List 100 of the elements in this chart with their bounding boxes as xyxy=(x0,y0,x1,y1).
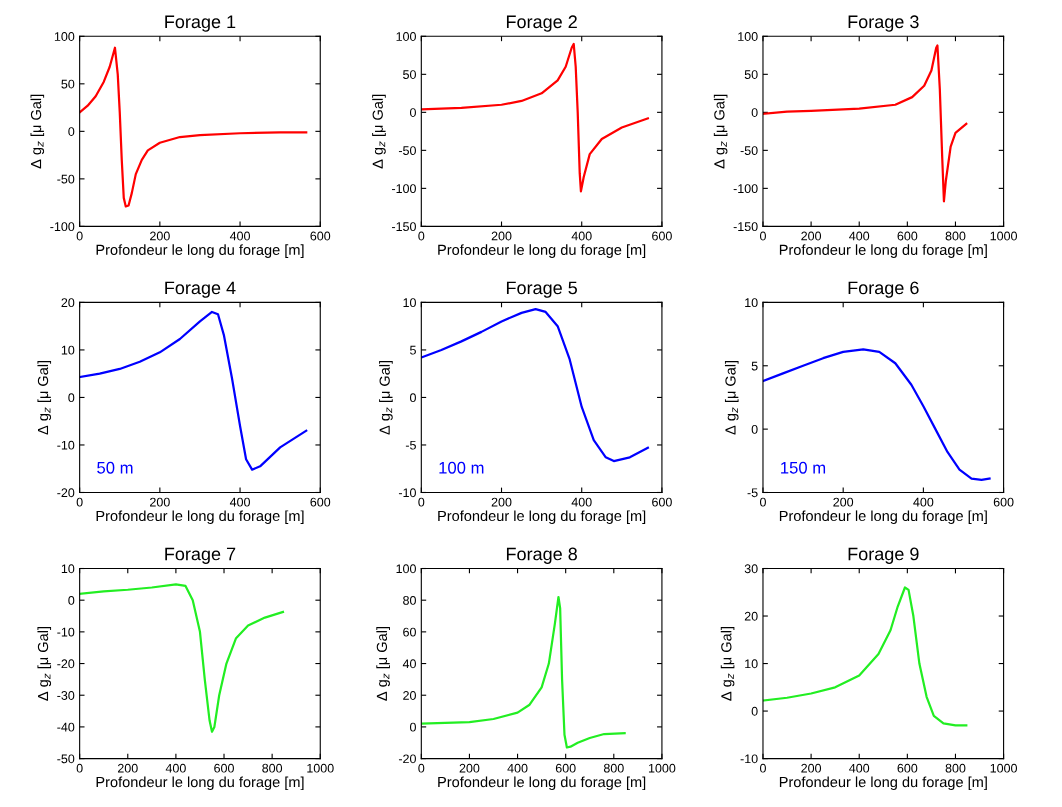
x-tick-label: 400 xyxy=(913,497,934,507)
x-axis-title: Profondeur le long du forage [m] xyxy=(96,776,304,791)
annotation: 150 m xyxy=(781,461,826,474)
y-tick-label: -20 xyxy=(57,488,75,498)
y-tick-label: -150 xyxy=(733,222,758,232)
y-tick-label: -30 xyxy=(57,691,75,700)
x-axis-title: Profondeur le long du forage [m] xyxy=(779,244,987,258)
x-tick-label: 200 xyxy=(491,497,512,507)
chart-title: Forage 1 xyxy=(165,15,236,32)
x-tick-label: 0 xyxy=(759,231,766,241)
x-tick-label: 200 xyxy=(833,497,854,507)
y-axis-title: Δ g$_{z}$ [μ Gal] xyxy=(713,94,728,169)
x-tick-label: 400 xyxy=(229,231,250,241)
x-tick-label: 800 xyxy=(262,763,283,773)
y-tick-label: -100 xyxy=(50,222,75,232)
x-axis-title: Profondeur le long du forage [m] xyxy=(779,510,987,524)
x-tick-label: 200 xyxy=(150,231,170,241)
y-tick-label: 10 xyxy=(745,659,758,669)
y-tick-label: 0 xyxy=(68,595,75,605)
chart-title: Forage 2 xyxy=(506,15,577,32)
y-tick-label: 50 xyxy=(61,79,75,89)
line-series xyxy=(762,586,968,727)
y-tick-label: -5 xyxy=(405,440,416,450)
y-axis-title: Δ g$_{z}$ [μ Gal] xyxy=(37,627,52,701)
x-tick-label: 200 xyxy=(491,231,512,241)
x-tick-label: 600 xyxy=(652,231,672,241)
x-tick-label: 200 xyxy=(150,497,170,507)
x-tick-label: 200 xyxy=(117,763,138,773)
x-tick-label: 0 xyxy=(418,497,425,507)
y-tick-label: -20 xyxy=(398,754,416,764)
y-tick-label: 0 xyxy=(751,424,758,434)
x-tick-label: 600 xyxy=(897,763,918,773)
y-tick-label: 0 xyxy=(68,393,75,403)
x-tick-label: 600 xyxy=(555,763,576,773)
x-tick-label: 200 xyxy=(459,763,480,773)
y-tick-label: 50 xyxy=(403,70,416,79)
y-tick-label: 5 xyxy=(751,361,758,371)
x-tick-label: 0 xyxy=(418,231,425,241)
y-tick-label: 0 xyxy=(68,127,75,136)
line-series xyxy=(762,44,968,203)
y-tick-label: -5 xyxy=(747,488,758,498)
x-tick-label: 800 xyxy=(603,763,624,773)
y-tick-label: 10 xyxy=(61,345,75,355)
x-tick-label: 400 xyxy=(571,497,592,507)
y-tick-label: -40 xyxy=(57,722,75,732)
x-tick-label: 400 xyxy=(849,763,870,773)
x-tick-label: 400 xyxy=(849,231,870,241)
x-tick-label: 1000 xyxy=(307,763,334,773)
x-tick-label: 400 xyxy=(571,231,592,241)
y-axis-title: Δ g$_{z}$ [μ Gal] xyxy=(376,627,390,701)
annotation: 100 m xyxy=(439,461,484,474)
annotation: 50 m xyxy=(97,461,133,474)
x-tick-label: 400 xyxy=(229,497,250,507)
line-series xyxy=(762,348,991,481)
y-axis-title: Δ g$_{z}$ [μ Gal] xyxy=(37,360,52,435)
y-tick-label: 100 xyxy=(396,564,416,574)
x-axis-title: Profondeur le long du forage [m] xyxy=(96,510,304,524)
y-tick-label: 100 xyxy=(396,32,416,41)
y-tick-label: -50 xyxy=(57,174,75,184)
line-series xyxy=(79,583,285,733)
x-tick-label: 0 xyxy=(759,497,766,507)
x-axis-title: Profondeur le long du forage [m] xyxy=(438,510,646,524)
x-tick-label: 600 xyxy=(897,231,918,241)
x-tick-label: 600 xyxy=(214,763,234,773)
x-tick-label: 600 xyxy=(310,497,331,507)
chart-title: Forage 7 xyxy=(165,547,236,564)
line-series xyxy=(421,42,649,193)
y-tick-label: 5 xyxy=(410,345,416,355)
line-series xyxy=(421,307,649,463)
y-tick-label: 0 xyxy=(409,393,416,403)
chart-title: Forage 5 xyxy=(506,281,577,298)
y-tick-label: 50 xyxy=(744,70,758,79)
y-tick-label: 0 xyxy=(751,706,758,716)
chart-title: Forage 4 xyxy=(165,281,236,298)
x-axis-title: Profondeur le long du forage [m] xyxy=(96,244,304,258)
y-tick-label: 0 xyxy=(751,108,758,117)
y-tick-label: 20 xyxy=(744,611,758,621)
y-tick-label: -20 xyxy=(57,659,75,669)
x-tick-label: 0 xyxy=(418,763,425,773)
y-tick-label: -50 xyxy=(740,146,758,156)
y-tick-label: -100 xyxy=(391,184,416,194)
x-tick-label: 600 xyxy=(652,497,672,507)
y-tick-label: 80 xyxy=(403,595,416,605)
x-tick-label: 800 xyxy=(945,763,966,773)
x-tick-label: 200 xyxy=(801,231,822,241)
x-tick-label: 400 xyxy=(507,763,528,773)
y-tick-label: 60 xyxy=(403,627,416,637)
y-tick-label: 0 xyxy=(409,722,416,732)
x-axis-title: Profondeur le long du forage [m] xyxy=(779,776,987,791)
x-tick-label: 1000 xyxy=(990,763,1018,773)
x-tick-label: 0 xyxy=(76,497,83,507)
y-tick-label: 10 xyxy=(403,298,416,308)
y-axis-title: Δ g$_{z}$ [μ Gal] xyxy=(724,360,739,435)
y-tick-label: 100 xyxy=(738,32,758,41)
y-axis-title: Δ g$_{z}$ [μ Gal] xyxy=(720,627,735,701)
y-axis-title: Δ g$_{z}$ [μ Gal] xyxy=(30,94,45,169)
y-tick-label: -10 xyxy=(57,627,75,637)
y-tick-label: 100 xyxy=(54,32,75,41)
x-tick-label: 200 xyxy=(801,763,822,773)
x-tick-label: 0 xyxy=(759,763,766,773)
